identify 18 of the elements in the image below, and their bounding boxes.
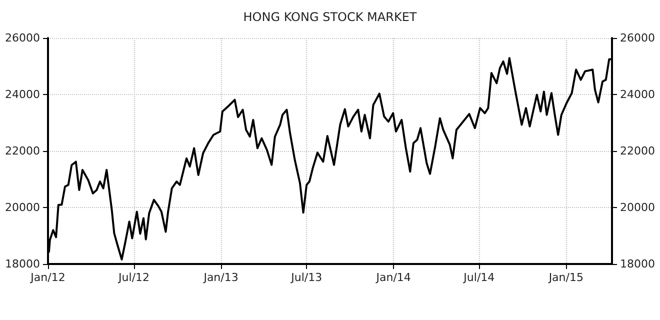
- y2-tick-label: 26000: [620, 32, 655, 44]
- y2-tick-label: 22000: [620, 144, 655, 158]
- chart-title: HONG KONG STOCK MARKET: [243, 10, 418, 24]
- y2-tick-label: 24000: [620, 88, 655, 101]
- y2-tick-label: 18000: [620, 258, 655, 270]
- y2-tick-label: 20000: [620, 201, 655, 214]
- y-tick-label: 26000: [5, 32, 40, 44]
- y-tick-label: 20000: [5, 201, 40, 214]
- y-tick-label: 18000: [5, 258, 40, 270]
- x-tick-label: Jan/13: [202, 271, 238, 284]
- y-tick-label: 22000: [5, 144, 40, 158]
- x-tick-label: Jul/13: [290, 271, 322, 284]
- x-tick-label: Jul/12: [118, 271, 150, 284]
- y-tick-label: 24000: [5, 88, 40, 101]
- x-tick-label: Jul/14: [462, 271, 495, 284]
- x-tick-label: Jan/12: [30, 271, 66, 284]
- x-tick-label: Jan/14: [375, 271, 411, 284]
- x-tick-label: Jan/15: [548, 271, 584, 284]
